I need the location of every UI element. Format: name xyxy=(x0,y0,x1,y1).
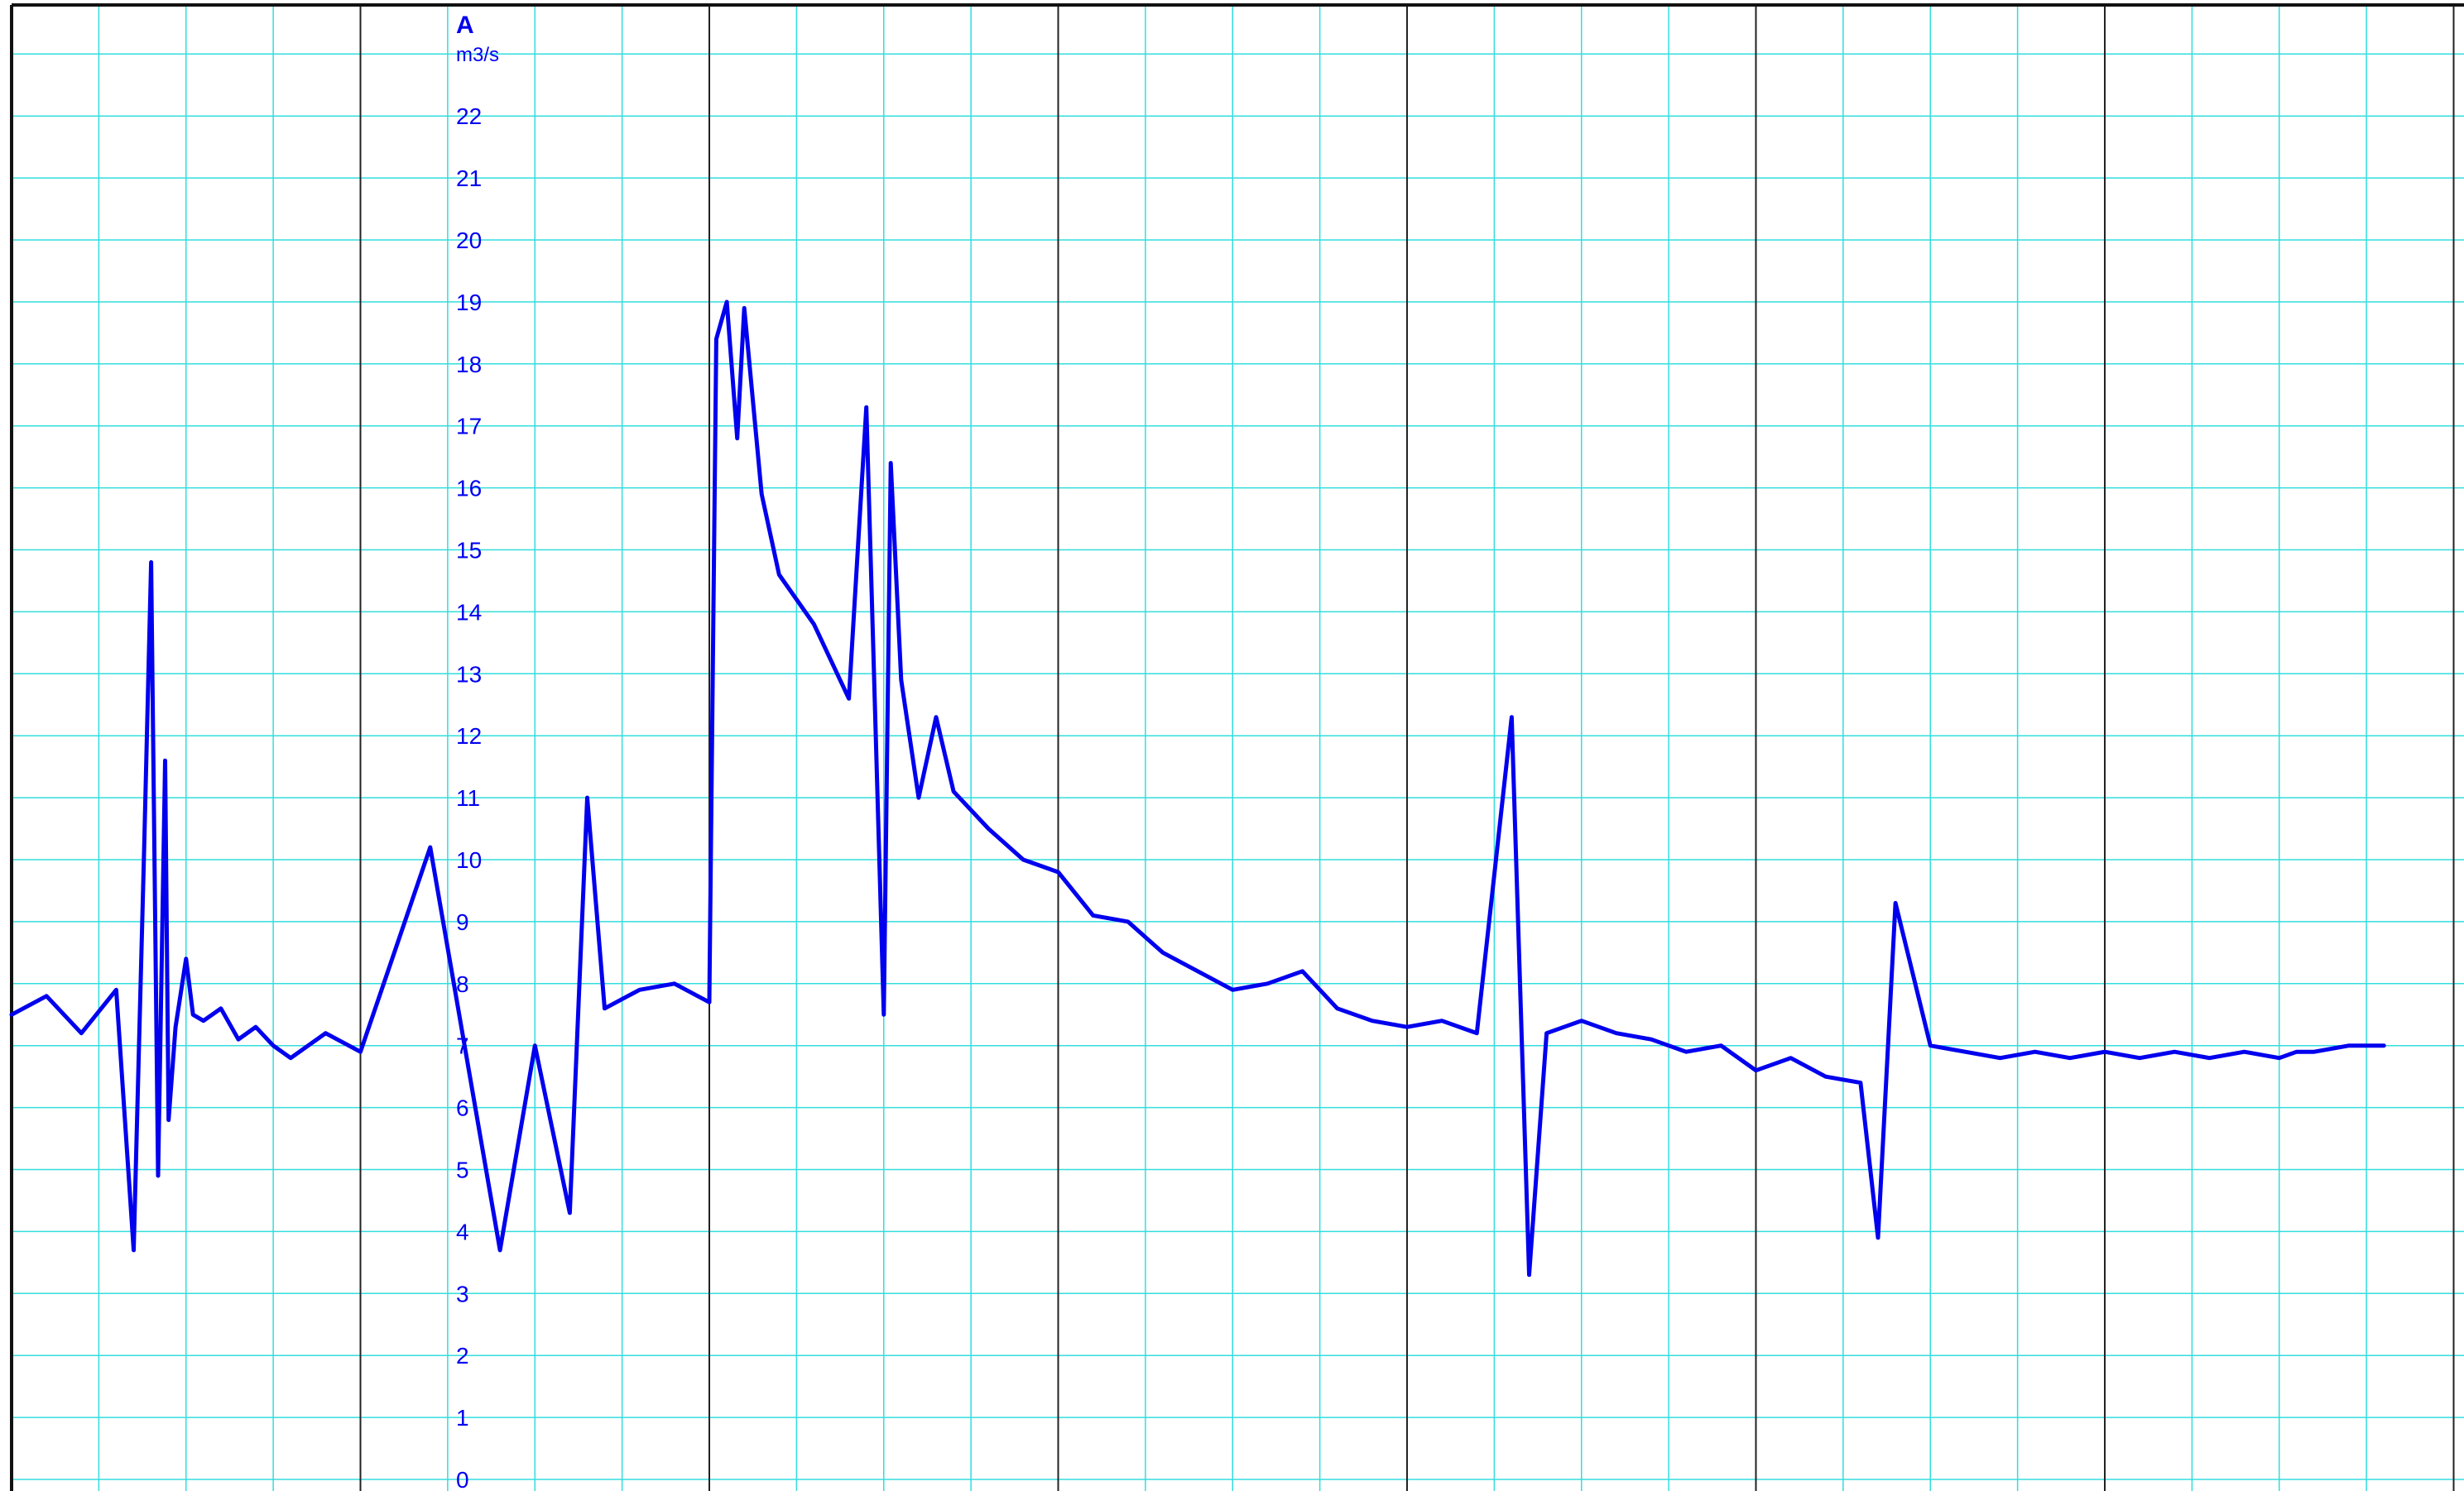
major-grid xyxy=(359,5,2455,1491)
y-tick-label: 2 xyxy=(456,1343,469,1369)
y-tick-label: 22 xyxy=(456,103,482,129)
y-tick-label: 21 xyxy=(456,165,482,191)
series-line xyxy=(9,300,2386,1278)
y-axis-unit: m3/s xyxy=(456,44,499,66)
y-tick-label: 18 xyxy=(456,352,482,377)
y-tick-label: 19 xyxy=(456,290,482,315)
y-tick-label: 6 xyxy=(456,1095,469,1121)
y-tick-label: 9 xyxy=(456,909,469,935)
y-tick-label: 10 xyxy=(456,847,482,873)
y-tick-label: 0 xyxy=(456,1467,469,1491)
y-tick-label: 11 xyxy=(456,785,480,811)
y-tick-label: 20 xyxy=(456,228,482,253)
y-tick-label: 4 xyxy=(456,1219,469,1244)
series-layer xyxy=(9,300,2386,1278)
y-tick-label: 14 xyxy=(456,599,482,625)
minor-grid xyxy=(12,5,2464,1491)
y-tick-label: 8 xyxy=(456,971,469,997)
y-tick-label: 13 xyxy=(456,661,482,687)
y-tick-label: 16 xyxy=(456,476,482,501)
y-tick-label: 12 xyxy=(456,723,482,749)
y-tick-label: 17 xyxy=(456,414,482,439)
y-axis-title: A xyxy=(456,12,474,39)
y-tick-label: 1 xyxy=(456,1405,469,1431)
y-tick-label: 3 xyxy=(456,1281,469,1306)
y-tick-label: 5 xyxy=(456,1158,469,1183)
y-tick-label: 15 xyxy=(456,538,482,563)
